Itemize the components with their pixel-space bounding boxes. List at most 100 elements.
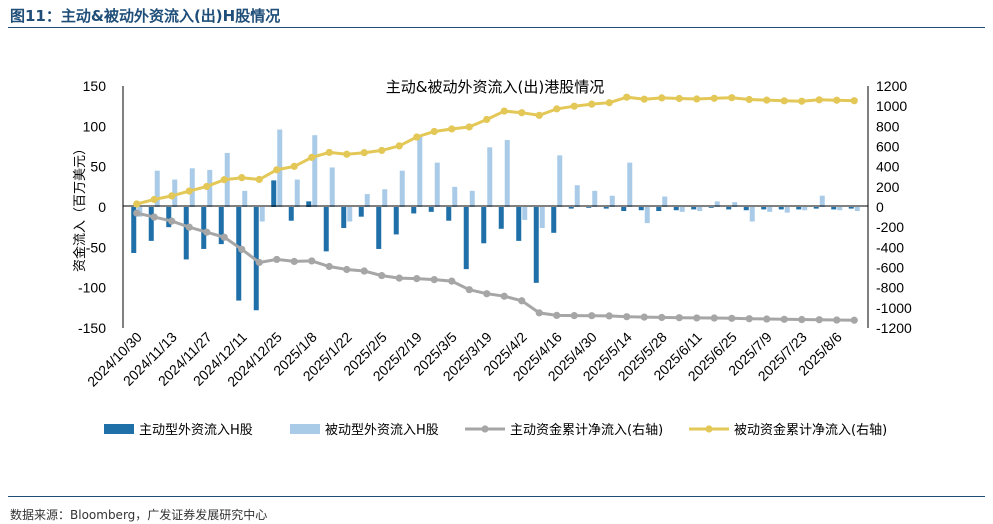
line-point: [185, 223, 193, 231]
line-point: [465, 286, 473, 294]
line-point: [203, 228, 211, 236]
bar: [306, 201, 312, 207]
line-point: [570, 311, 578, 320]
bar: [172, 179, 178, 207]
right-tick-label: 1000: [876, 98, 907, 114]
line-point: [343, 265, 351, 274]
bar: [131, 207, 137, 253]
left-tick-label: -100: [78, 280, 106, 296]
bar: [218, 207, 224, 245]
bar: [831, 207, 837, 210]
bar: [288, 207, 294, 221]
bar: [236, 207, 242, 301]
bar: [312, 135, 318, 207]
bar: [574, 185, 580, 207]
right-tick-label: -800: [876, 280, 904, 296]
line-point: [290, 257, 298, 266]
line-point: [220, 176, 228, 184]
line-point: [850, 316, 858, 324]
line-point: [535, 111, 543, 119]
bar: [487, 147, 493, 207]
line-point: [728, 314, 736, 322]
left-tick-label: 50: [90, 159, 106, 175]
line-point: [168, 217, 176, 225]
line-point: [430, 276, 438, 284]
line-point: [483, 290, 491, 298]
bar: [697, 207, 703, 212]
line-point: [465, 123, 473, 131]
bar: [638, 207, 644, 211]
line-point: [308, 257, 316, 265]
bar: [784, 207, 790, 213]
right-tick-label: 1200: [876, 78, 907, 94]
legend-swatch: [104, 424, 134, 434]
bar: [592, 190, 598, 207]
bar: [323, 207, 329, 252]
bar: [207, 169, 213, 207]
bar: [732, 202, 738, 207]
bars-layer: [131, 129, 860, 311]
line-point: [238, 174, 246, 182]
bar: [726, 207, 732, 210]
bar: [837, 207, 843, 211]
bar: [533, 207, 539, 283]
bar: [358, 207, 364, 217]
bar: [393, 207, 399, 235]
line-point: [395, 274, 403, 282]
line-point: [150, 213, 158, 221]
bar: [516, 207, 522, 241]
line-point: [518, 297, 526, 305]
chart-area: 主动&被动外资流入(出)港股情况 -150 -100 -50 0 50 100 150 -1…: [72, 78, 912, 438]
line-point: [780, 97, 788, 105]
bar: [341, 207, 347, 228]
line-point: [763, 315, 771, 323]
bar: [329, 167, 335, 207]
line-point: [710, 94, 718, 102]
bar: [382, 189, 388, 207]
line-point: [413, 274, 421, 283]
bar: [679, 207, 685, 212]
line-point: [658, 94, 666, 102]
bar: [201, 207, 207, 249]
bar: [802, 207, 808, 211]
line-point: [395, 142, 403, 150]
bar: [819, 195, 825, 207]
legend-label: 被动型外资流入H股: [325, 423, 439, 438]
line-point: [448, 277, 456, 285]
right-tick-label: -1200: [876, 320, 912, 336]
line-point: [150, 195, 158, 204]
right-tick-label: 800: [876, 118, 900, 134]
bar: [428, 207, 434, 212]
bar: [271, 180, 277, 207]
title-divider: [8, 27, 985, 28]
bar: [551, 207, 557, 233]
source-divider: [8, 496, 985, 497]
line-point: [273, 255, 281, 264]
line-point: [255, 175, 263, 184]
bar: [673, 207, 679, 211]
bar: [469, 190, 475, 207]
legend: 主动型外资流入H股 被动型外资流入H股 主动资金累计净流入(右轴) 被动资金累计净流入…: [104, 422, 887, 438]
line-point: [570, 102, 578, 110]
bar: [498, 207, 504, 229]
left-tick-label: 100: [83, 118, 107, 134]
line-point: [745, 95, 753, 104]
line-point: [833, 316, 841, 324]
bar: [347, 207, 353, 222]
bar: [166, 207, 172, 228]
lines-layer: [133, 93, 858, 324]
bar: [411, 207, 417, 214]
line-point: [710, 314, 718, 322]
bar: [259, 207, 265, 222]
right-tick-label: -1000: [876, 300, 912, 316]
line-point: [500, 107, 508, 115]
chart-title: 主动&被动外资流入(出)港股情况: [386, 78, 604, 96]
bar: [376, 207, 382, 249]
legend-label: 主动型外资流入H股: [139, 423, 253, 438]
line-point: [325, 262, 333, 271]
line-point: [588, 100, 596, 108]
bar: [434, 162, 440, 207]
line-point: [168, 192, 176, 200]
right-tick-label: -600: [876, 260, 904, 276]
series-line: [136, 95, 855, 206]
